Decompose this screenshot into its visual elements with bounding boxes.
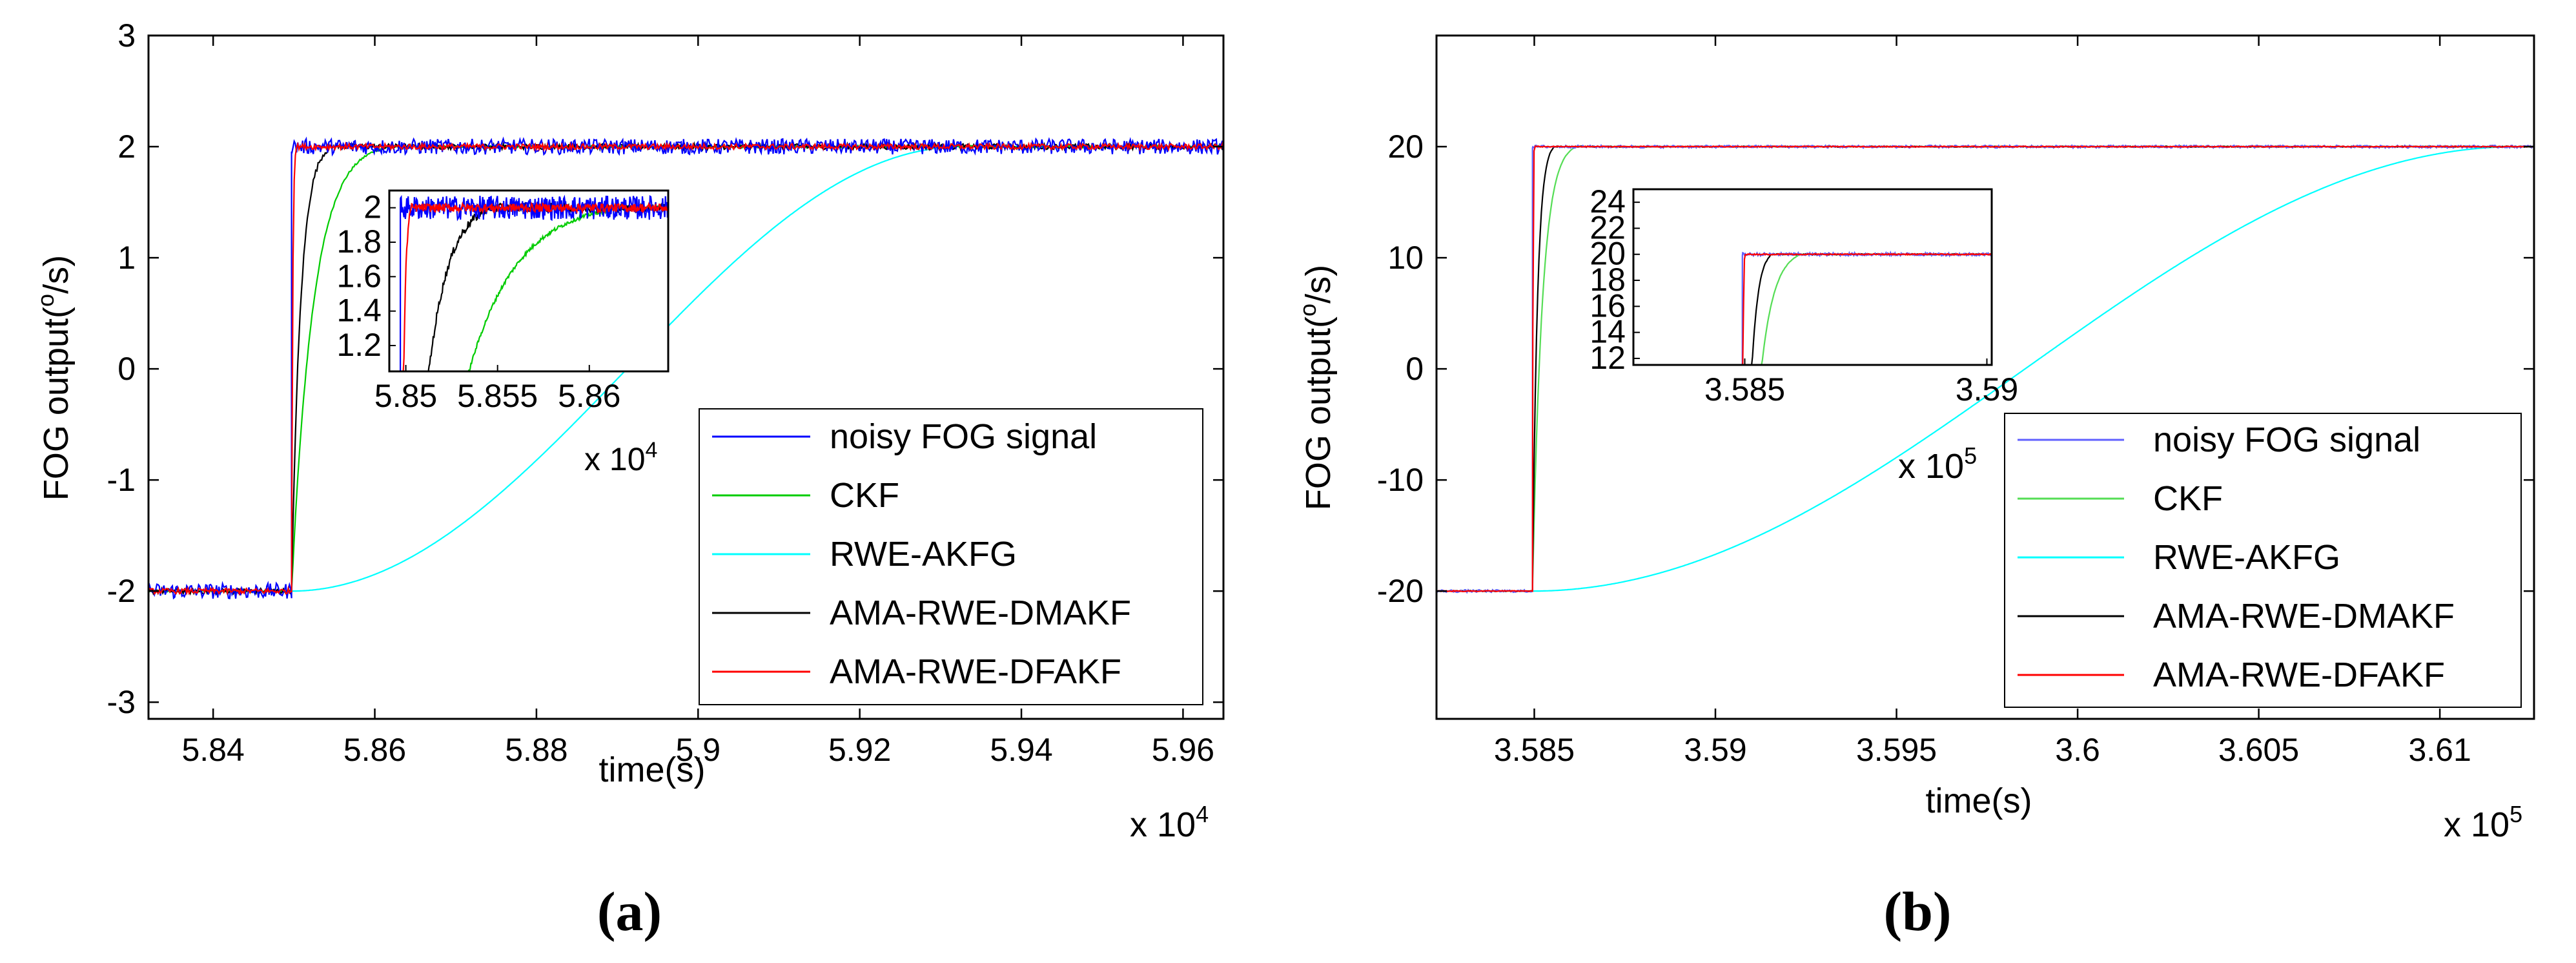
y-tick-label: -20 [1377,573,1424,609]
inset-y-ticks-a: 1.21.41.61.82 [336,189,396,363]
legend-entries-a: noisy FOG signal CKF RWE-AKFG AMA-RWE-DMAKF… [712,417,1131,691]
inset-y-tick-label: 2 [363,189,382,225]
inset-y-tick-label: 22 [1590,209,1626,245]
x-tick-label: 3.595 [1856,732,1937,768]
x-tick-label: 5.94 [990,732,1052,768]
y-axis-label-b: FOG output(o/s) [1294,265,1338,510]
x-tick-label: 5.86 [343,732,406,768]
legend-entries-b: noisy FOG signal CKF RWE-AKFG AMA-RWE-DMAKF… [2018,420,2455,694]
series-line-ama-rwe-dfakf [148,141,1225,596]
inset-y-tick-label: 18 [1590,262,1626,298]
inset-x-ticks-a: 5.85 5.855 5.86 [374,365,620,414]
x-tick-label: 5.92 [828,732,891,768]
inset-x-tick-label: 5.86 [558,378,620,414]
legend-label: AMA-RWE-DFAKF [2153,656,2445,694]
legend-box-b [2004,413,2522,708]
inset-x-tick-label: 5.855 [457,378,538,414]
inset-y-tick-label: 1.2 [336,327,382,363]
inset-y-tick-label: 16 [1590,287,1626,324]
legend-label: CKF [2153,479,2223,518]
y-tick-label: -10 [1377,462,1424,498]
legend-box-a [699,408,1203,705]
y-axis-label-a: FOG output(o/s) [32,255,76,501]
inset-y-tick-label: 24 [1590,183,1626,220]
inset-y-tick-label: 20 [1590,236,1626,272]
x-multiplier-a: x 104 [1130,801,1209,844]
caption-a: (a) [597,880,662,942]
inset-x-tick-label: 3.59 [1956,371,2018,408]
axes-frame-b [1435,34,2535,720]
x-tick-label: 3.605 [2218,732,2299,768]
x-tick-label: 3.6 [2055,732,2100,768]
y-tick-label: 2 [118,129,136,165]
inset-y-tick-label: 1.6 [336,258,382,294]
legend-label: noisy FOG signal [830,417,1097,456]
y-tick-label: 3 [118,17,136,54]
x-tick-label: 5.96 [1152,732,1214,768]
inset-frame-b [1632,188,1993,366]
legend-label: AMA-RWE-DFAKF [830,652,1121,691]
inset-plot-area-a [389,191,668,371]
x-axis-label-b: time(s) [1926,782,2032,820]
x-tick-label: 3.61 [2408,732,2471,768]
series-line-rwe-akfg [1436,145,2534,592]
legend-label: CKF [830,476,899,515]
x-ticks-a: 5.84 5.86 5.88 5.9 5.92 5.94 5.96 [181,36,1214,768]
inset-plot-area-b [1633,189,1992,365]
x-tick-label: 5.84 [181,732,244,768]
inset-y-tick-label: 1.4 [336,293,382,329]
y-tick-label: 0 [118,351,136,387]
inset-x-tick-label: 3.585 [1704,371,1785,408]
inset-frame-a [388,189,670,373]
y-tick-label: -2 [107,573,136,609]
legend-label: RWE-AKFG [830,535,1017,574]
inset-y-tick-label: 1.8 [336,223,382,260]
inset-x-multiplier-b: x 105 [1898,442,1977,486]
legend-label: noisy FOG signal [2153,420,2420,459]
legend-label: AMA-RWE-DMAKF [830,594,1131,632]
x-tick-label: 3.585 [1494,732,1575,768]
x-tick-label: 3.59 [1684,732,1746,768]
x-axis-label-a: time(s) [599,751,706,789]
y-ticks-a: -3 -2 -1 0 1 2 3 [107,17,1223,720]
inset-x-multiplier-a: x 104 [584,438,657,477]
series-line-ama-rwe-dfakf [389,201,670,373]
inset-a: 5.85 5.855 5.86 1.21.41.61.82 x 104 [336,189,670,477]
inset-x-ticks-b: 3.585 3.59 [1704,358,2018,408]
x-tick-label: 5.88 [505,732,567,768]
series-line-noisy-fog-signal [147,136,1225,600]
y-tick-label: 0 [1406,351,1424,387]
x-multiplier-b: x 105 [2444,801,2522,844]
series-lines-a [147,136,1225,600]
panel-a: 5.84 5.86 5.88 5.9 5.92 5.94 5.96 -3 -2 -1 0 1 2 3 t… [32,17,1225,942]
inset-y-tick-label: 14 [1590,314,1626,350]
series-lines-b [1436,143,2535,594]
x-tick-label: 5.9 [676,732,721,768]
y-ticks-b: -20 -10 0 10 20 [1377,129,2534,609]
y-tick-label: 1 [118,240,136,276]
y-tick-label: -1 [107,462,136,498]
legend-label: RWE-AKFG [2153,538,2340,577]
legend-label: AMA-RWE-DMAKF [2153,597,2455,636]
panel-b: 3.585 3.59 3.595 3.6 3.605 3.61 -20 -10 0 10 20 t… [1294,34,2535,942]
x-ticks-b: 3.585 3.59 3.595 3.6 3.605 3.61 [1494,36,2471,768]
y-tick-label: 20 [1387,129,1424,165]
y-tick-label: -3 [107,684,136,720]
inset-x-tick-label: 5.85 [374,378,437,414]
legend-a: noisy FOG signal CKF RWE-AKFG AMA-RWE-DMAKF… [699,408,1203,705]
legend-b: noisy FOG signal CKF RWE-AKFG AMA-RWE-DMAKF… [2004,413,2522,708]
series-line-ama-rwe-dfakf [1436,145,2535,593]
series-line-noisy-fog-signal [389,194,670,373]
axes-frame-a [147,34,1225,720]
inset-y-tick-label: 12 [1590,340,1626,376]
y-tick-label: 10 [1387,240,1424,276]
caption-b: (b) [1883,880,1951,942]
